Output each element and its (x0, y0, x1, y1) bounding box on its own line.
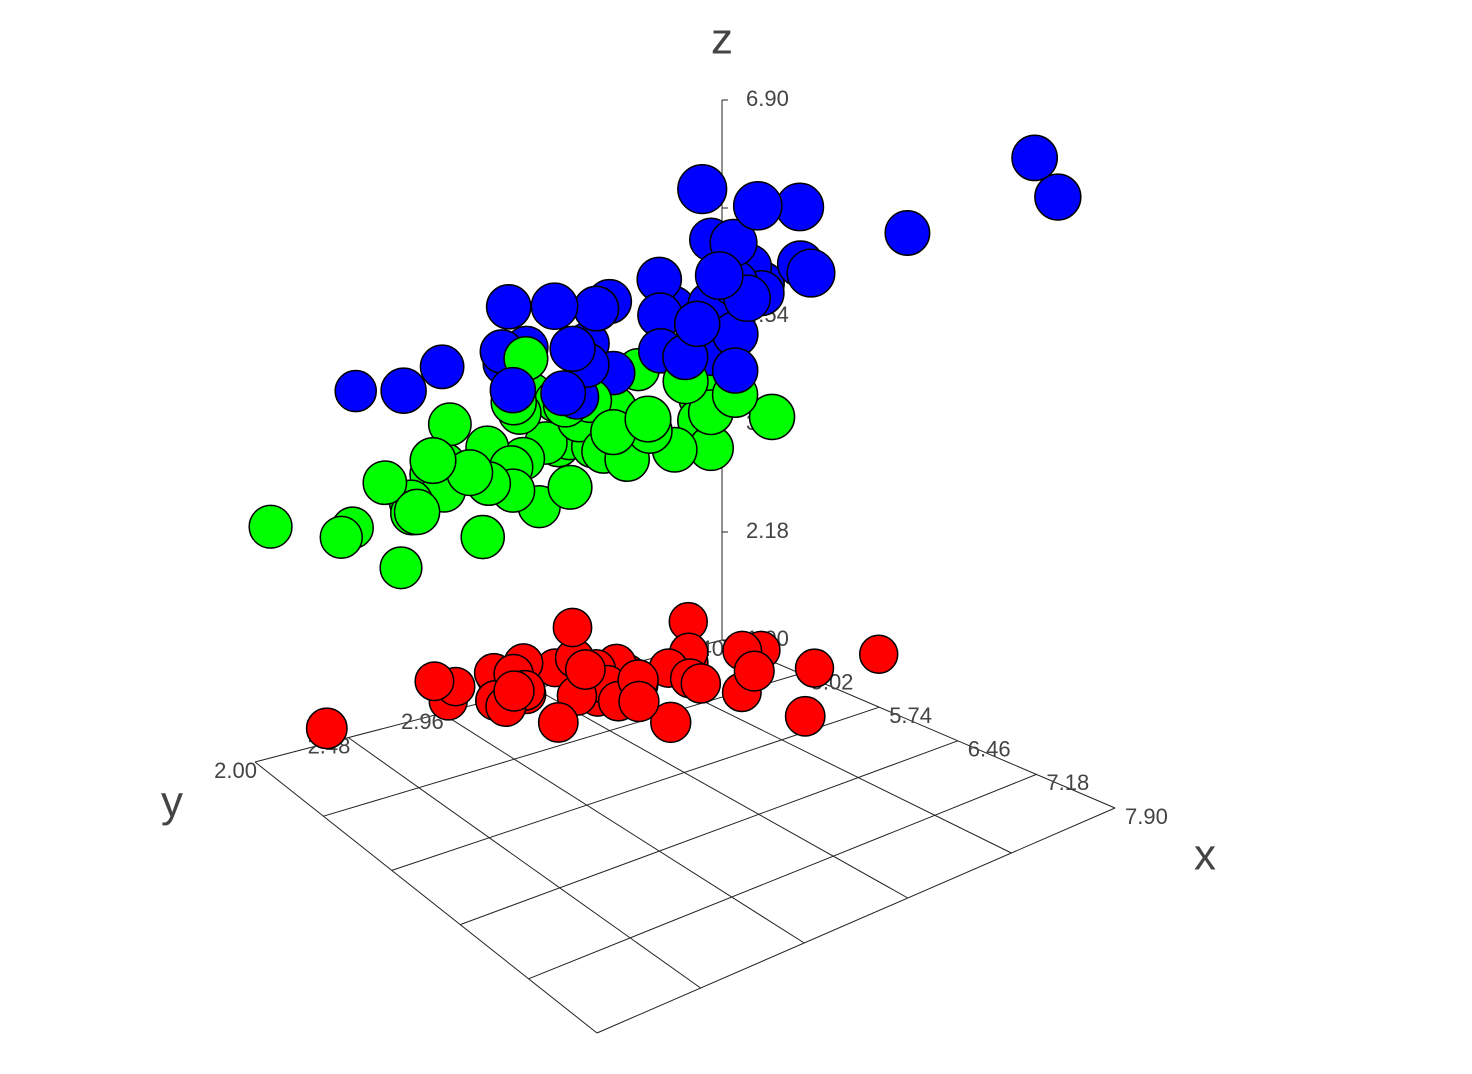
data-point (493, 670, 535, 712)
data-point (733, 650, 775, 692)
data-point (393, 488, 441, 536)
data-point (552, 607, 593, 648)
x-axis-title: x (1194, 831, 1216, 880)
data-point (305, 707, 348, 750)
data-point (547, 464, 593, 510)
y-tick-label: 2.00 (214, 758, 257, 783)
data-point (540, 370, 587, 417)
grid-line (596, 807, 1116, 1034)
data-point (485, 283, 532, 330)
data-point (673, 300, 721, 348)
x-tick-label: 5.74 (889, 703, 932, 728)
data-point (248, 504, 293, 549)
data-point (794, 648, 835, 688)
x-tick-label: 6.46 (968, 737, 1011, 762)
data-point (1034, 173, 1082, 221)
data-point (677, 164, 728, 215)
data-point (786, 248, 836, 298)
data-point (380, 367, 427, 414)
data-point (414, 661, 455, 702)
data-point (564, 649, 606, 690)
data-point (624, 395, 672, 443)
data-point (784, 695, 826, 737)
data-point (537, 702, 579, 743)
data-point (419, 344, 465, 390)
data-point (319, 515, 363, 560)
grid-line (534, 688, 909, 899)
data-point (489, 366, 537, 414)
data-point (530, 282, 579, 331)
data-point (650, 701, 692, 744)
x-tick-label: 7.18 (1046, 770, 1089, 795)
data-point (732, 180, 783, 231)
data-point (680, 663, 722, 704)
data-point (334, 369, 378, 413)
data-point (748, 393, 796, 441)
data-point (858, 634, 899, 674)
data-point (460, 514, 506, 560)
grid-line (460, 740, 958, 926)
data-point (884, 209, 931, 256)
data-point (775, 182, 825, 232)
data-point (549, 325, 596, 372)
data-point (618, 680, 660, 723)
grid-line (254, 761, 598, 1034)
grid-line (528, 773, 1037, 980)
data-point (573, 285, 620, 332)
data-point (362, 460, 408, 506)
grid-line (348, 737, 701, 989)
grid-line (721, 639, 1116, 809)
data-point (379, 546, 423, 590)
x-tick-label: 7.90 (1125, 804, 1168, 829)
data-point (1011, 134, 1059, 182)
grid-line (441, 712, 805, 944)
y-axis-title: y (161, 778, 183, 827)
data-point (711, 347, 759, 394)
data-point (409, 436, 457, 485)
z-axis-title: z (711, 15, 733, 64)
z-tick-label: 6.90 (746, 86, 789, 111)
z-tick-label: 2.18 (746, 518, 789, 543)
grid-line (323, 673, 801, 817)
data-point (694, 251, 744, 300)
